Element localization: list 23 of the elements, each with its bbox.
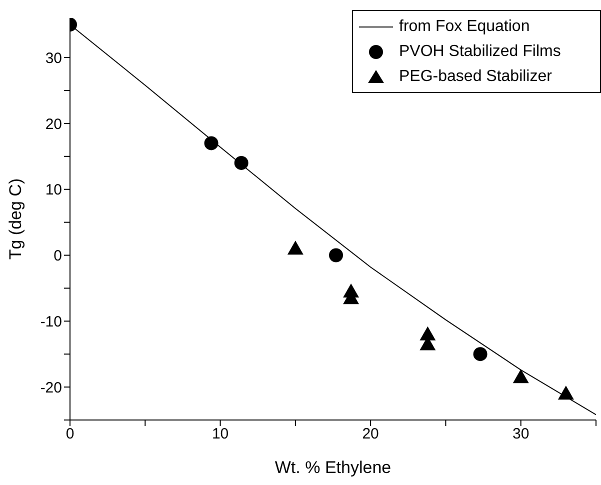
point [204,136,218,150]
y-tick-label: 30 [45,50,62,67]
x-axis-title: Wt. % Ethylene [274,458,392,477]
legend-label: from Fox Equation [399,17,530,37]
x-tick-label: 20 [362,426,379,443]
y-tick-label: 0 [54,248,62,265]
y-axis-title: Tg (deg C) [6,178,26,260]
legend-label: PEG-based Stabilizer [399,67,552,87]
legend-label: PVOH Stabilized Films [399,42,561,62]
x-tick-label: 0 [66,426,74,443]
point [329,248,344,262]
point [558,386,574,400]
y-tick-label: -20 [40,379,62,396]
point [512,369,529,384]
x-tick-label: 30 [512,426,530,443]
y-tick-label: 10 [45,182,62,199]
point [473,347,488,362]
point [287,240,304,255]
y-tick-label: -10 [40,313,62,330]
point [420,326,436,340]
point [234,156,248,170]
y-tick-label: 20 [45,116,62,133]
x-tick-label: 10 [212,426,229,443]
